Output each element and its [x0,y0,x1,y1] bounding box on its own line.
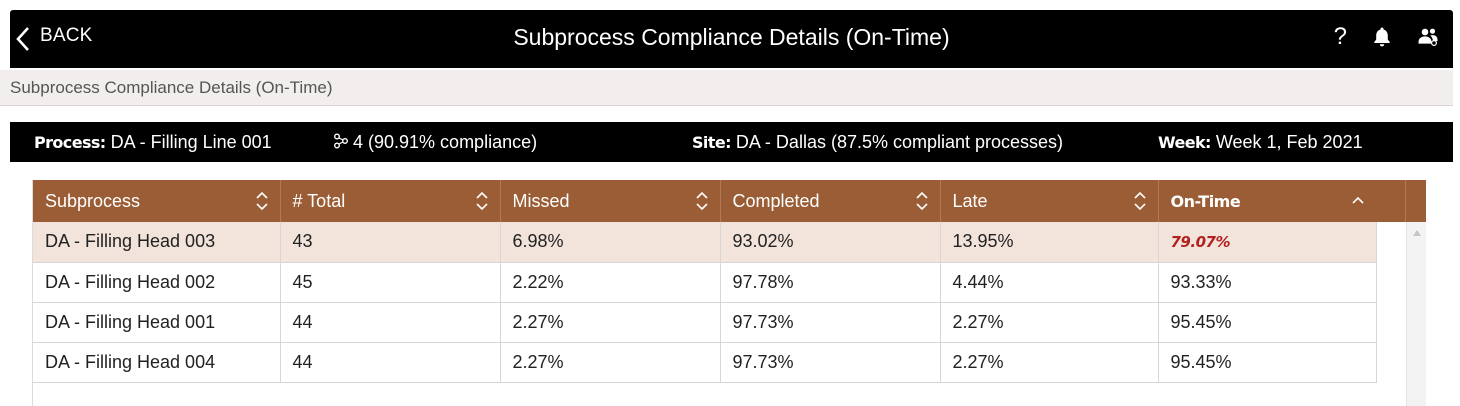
process-info: Process: DA - Filling Line 001 [34,132,272,153]
column-header-label: On-Time [1170,191,1241,211]
sort-icon[interactable] [914,187,930,215]
vertical-scrollbar[interactable] [1406,222,1426,406]
table-row[interactable]: DA - Filling Head 001 44 2.27% 97.73% 2.… [33,302,1377,343]
cell-late: 4.44% [940,262,1159,303]
scroll-up-icon[interactable] [1413,230,1421,236]
cell-total: 44 [280,342,501,383]
cell-missed: 2.27% [500,302,721,343]
subprocess-count-value: 4 (90.91% compliance) [353,132,538,152]
header-actions: ? [1334,22,1439,52]
sort-asc-icon[interactable] [1350,187,1366,215]
breadcrumb-bar: Subprocess Compliance Details (On-Time) [0,70,1453,106]
users-icon [1418,28,1438,47]
table-header-row: Subprocess # Total Missed Completed Late… [33,180,1377,222]
week-value: Week 1, Feb 2021 [1215,132,1363,152]
column-header-on-time[interactable]: On-Time [1158,180,1377,222]
sort-icon[interactable] [1132,187,1148,215]
table-row[interactable]: DA - Filling Head 003 43 6.98% 93.02% 13… [33,222,1377,263]
week-label: Week: [1158,133,1211,152]
column-header-total[interactable]: # Total [280,180,501,222]
cell-completed: 97.78% [720,262,941,303]
cell-on-time: 95.45% [1158,342,1377,383]
compliance-table: Subprocess # Total Missed Completed Late… [33,180,1377,383]
cell-subprocess: DA - Filling Head 002 [33,262,281,303]
sort-icon[interactable] [694,187,710,215]
cell-total: 44 [280,302,501,343]
column-header-label: Late [952,190,988,211]
subprocess-icon [334,133,348,149]
compliance-table-container: Subprocess # Total Missed Completed Late… [32,180,1426,406]
subprocess-count-info: 4 (90.91% compliance) [333,132,537,152]
cell-missed: 2.27% [500,342,721,383]
back-button[interactable]: BACK [10,10,93,68]
notifications-button[interactable] [1373,22,1391,52]
page-title: Subprocess Compliance Details (On-Time) [513,24,950,50]
column-header-label: Completed [732,190,820,211]
cell-late: 13.95% [940,222,1159,263]
column-header-late[interactable]: Late [940,180,1159,222]
cell-on-time: 79.07% [1158,222,1377,263]
column-header-label: Missed [512,190,570,211]
app-header: BACK Subprocess Compliance Details (On-T… [10,10,1453,68]
cell-completed: 97.73% [720,342,941,383]
summary-bar: Process: DA - Filling Line 001 4 (90.91% … [10,122,1453,162]
process-label: Process: [34,133,106,152]
help-icon: ? [1333,23,1347,50]
cell-subprocess: DA - Filling Head 003 [33,222,281,263]
site-value: DA - Dallas (87.5% compliant processes) [735,132,1064,152]
sort-icon[interactable] [474,187,490,215]
cell-subprocess: DA - Filling Head 001 [33,302,281,343]
cell-completed: 97.73% [720,302,941,343]
bell-icon [1374,27,1390,47]
header-filler [1376,180,1406,222]
cell-missed: 2.22% [500,262,721,303]
site-info: Site: DA - Dallas (87.5% compliant proces… [692,132,1063,153]
cell-late: 2.27% [940,342,1159,383]
cell-total: 45 [280,262,501,303]
week-info: Week: Week 1, Feb 2021 [1158,132,1363,153]
table-row[interactable]: DA - Filling Head 004 44 2.27% 97.73% 2.… [33,342,1377,383]
back-label: BACK [40,25,93,46]
table-row[interactable]: DA - Filling Head 002 45 2.22% 97.78% 4.… [33,262,1377,303]
help-button[interactable]: ? [1334,22,1347,52]
cell-total: 43 [280,222,501,263]
cell-completed: 93.02% [720,222,941,263]
chevron-left-icon [16,27,29,51]
column-header-label: Subprocess [45,190,141,211]
breadcrumb[interactable]: Subprocess Compliance Details (On-Time) [10,78,333,97]
sort-icon[interactable] [254,187,270,215]
users-button[interactable] [1417,22,1439,52]
cell-missed: 6.98% [500,222,721,263]
scrollbar-header-cap [1406,180,1426,222]
cell-late: 2.27% [940,302,1159,343]
column-header-label: # Total [292,190,346,211]
column-header-missed[interactable]: Missed [500,180,721,222]
cell-subprocess: DA - Filling Head 004 [33,342,281,383]
column-header-completed[interactable]: Completed [720,180,941,222]
column-header-subprocess[interactable]: Subprocess [33,180,281,222]
cell-on-time: 95.45% [1158,302,1377,343]
process-value: DA - Filling Line 001 [110,132,272,152]
cell-on-time: 93.33% [1158,262,1377,303]
site-label: Site: [692,133,732,152]
